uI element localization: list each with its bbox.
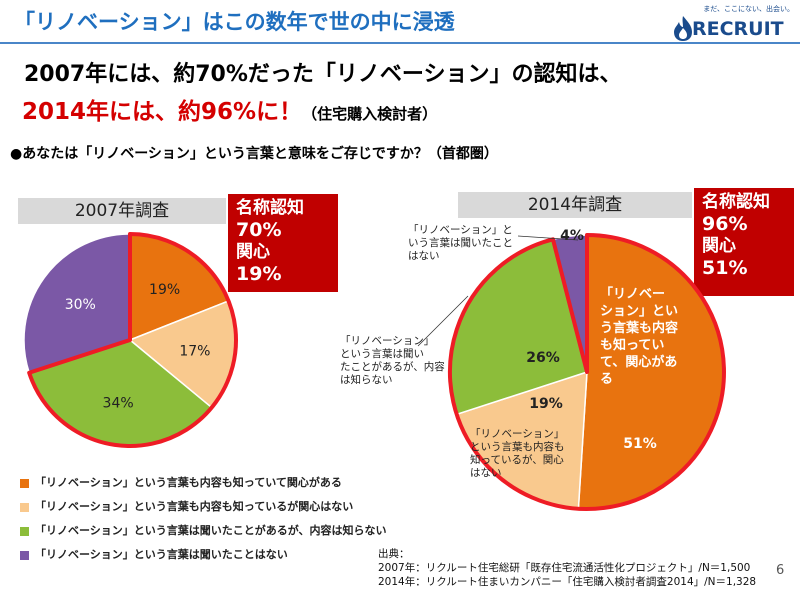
- ann-heard-1: 「リノベーション」: [340, 335, 435, 347]
- recognition-highlight-outline: [448, 233, 726, 511]
- legend-label: 「リノベーション」という言葉は聞いたことはない: [35, 548, 288, 561]
- source-line2: 2014年：リクルート住まいカンパニー「住宅購入検討者調査2014」/N＝1,3…: [378, 576, 757, 588]
- slide-title: 「リノベーション」はこの数年で世の中に浸透: [14, 10, 455, 34]
- headline-note: （住宅購入検討者）: [302, 105, 438, 123]
- headline-line2: 2014年には、約96%に！（住宅購入検討者）: [22, 92, 437, 126]
- ann-heard-4: は知らない: [340, 374, 393, 386]
- leader-never-heard: [517, 235, 579, 241]
- pie-2007: 19% 17% 34% 30%: [23, 232, 238, 448]
- pie-value-label: 30%: [65, 297, 96, 313]
- flame-logo-icon: [674, 16, 692, 41]
- ann-int-4: も知ってい: [600, 338, 665, 353]
- survey-2007-summary-box: 名称認知 70% 関心 19%: [228, 194, 338, 292]
- ann-never-2: いう言葉は聞いたこと: [408, 237, 513, 249]
- summary-2014-l4: 51%: [702, 257, 748, 279]
- pie-value-label: 51%: [623, 436, 657, 452]
- ann-int-5: て、関心があ: [600, 355, 678, 370]
- legend-swatch: [20, 526, 29, 536]
- summary-2007-l2: 70%: [236, 219, 282, 241]
- summary-2014-l3: 関心: [702, 236, 736, 256]
- annotation-know-no-interest: 「リノベーション」 という言葉も内容も 知っているが、関心 はない: [470, 428, 565, 480]
- ann-int-2: ション」とい: [600, 304, 679, 319]
- ann-heard-3: たことがあるが、内容: [340, 361, 445, 373]
- ann-never-3: はない: [408, 250, 440, 262]
- legend-item-never-heard: 「リノベーション」という言葉は聞いたことはない: [20, 546, 288, 562]
- ann-know-3: 知っているが、関心: [470, 454, 564, 466]
- annotation-heard: 「リノベーション」 という言葉は聞い たことがあるが、内容 は知らない: [340, 335, 445, 387]
- ann-know-1: 「リノベーション」: [470, 428, 565, 440]
- legend-swatch: [20, 550, 29, 560]
- survey-2014-label: 2014年調査: [458, 192, 692, 218]
- ann-int-3: う言葉も内容: [600, 321, 679, 336]
- page-number: 6: [776, 563, 785, 578]
- pie-value-label: 17%: [179, 343, 210, 359]
- recruit-logo: まだ、ここにない、出会い。 RECRUIT: [668, 4, 794, 44]
- legend-swatch: [20, 478, 29, 488]
- legend-item-interested: 「リノベーション」という言葉も内容も知っていて関心がある: [20, 474, 342, 490]
- pie-value-label: 34%: [103, 396, 134, 412]
- ann-int-1: 「リノベー: [600, 287, 666, 302]
- title-divider: [0, 42, 800, 44]
- legend-label: 「リノベーション」という言葉も内容も知っていて関心がある: [35, 476, 342, 489]
- pie-value-label: 19%: [529, 396, 563, 412]
- headline-line1: 2007年には、約70%だった「リノベーション」の認知は、: [24, 62, 622, 87]
- ann-know-4: はない: [470, 467, 502, 479]
- pie-2014: 51% 19% 26% 4%: [448, 228, 726, 511]
- ann-heard-2: という言葉は聞い: [340, 348, 424, 360]
- summary-2007-l4: 19%: [236, 263, 282, 285]
- annotation-leaders: [417, 235, 579, 347]
- pie-value-label: 19%: [149, 282, 180, 298]
- legend-item-no-interest: 「リノベーション」という言葉も内容も知っているが関心はない: [20, 498, 353, 514]
- summary-2014-l2: 96%: [702, 213, 748, 235]
- brand-tagline: まだ、ここにない、出会い。: [703, 5, 794, 13]
- headline-highlight: 2014年には、約96%に！: [22, 99, 303, 125]
- pie-value-label: 26%: [526, 350, 560, 366]
- survey-question: ●あなたは「リノベーション」という言葉と意味をご存じですか？（首都圏）: [10, 146, 498, 162]
- summary-2007-l1: 名称認知: [236, 198, 304, 218]
- annotation-never-heard: 「リノベーション」と いう言葉は聞いたこと はない: [408, 224, 513, 263]
- brand-name: RECRUIT: [692, 18, 784, 40]
- ann-know-2: という言葉も内容も: [470, 441, 565, 453]
- ann-int-6: る: [600, 372, 614, 387]
- ann-never-1: 「リノベーション」と: [408, 224, 513, 236]
- legend-label: 「リノベーション」という言葉は聞いたことがあるが、内容は知らない: [35, 524, 387, 537]
- source-line1: 2007年：リクルート住宅総研「既存住宅流通活性化プロジェクト」/N＝1,500: [378, 562, 751, 574]
- legend-item-heard-only: 「リノベーション」という言葉は聞いたことがあるが、内容は知らない: [20, 522, 387, 538]
- legend-swatch: [20, 502, 29, 512]
- summary-2014-l1: 名称認知: [702, 192, 770, 212]
- pie-value-label: 4%: [560, 228, 584, 244]
- source-heading: 出典：: [378, 548, 410, 560]
- survey-2014-summary-box: 名称認知 96% 関心 51%: [694, 188, 794, 296]
- leader-heard: [417, 295, 469, 347]
- slice-never-heard: [23, 233, 131, 374]
- survey-2007-label: 2007年調査: [18, 198, 226, 224]
- recognition-highlight-outline: [27, 232, 238, 448]
- annotation-interested: 「リノベー ション」とい う言葉も内容 も知ってい て、関心があ る: [600, 286, 678, 388]
- legend-label: 「リノベーション」という言葉も内容も知っているが関心はない: [35, 500, 354, 513]
- summary-2007-l3: 関心: [236, 242, 270, 262]
